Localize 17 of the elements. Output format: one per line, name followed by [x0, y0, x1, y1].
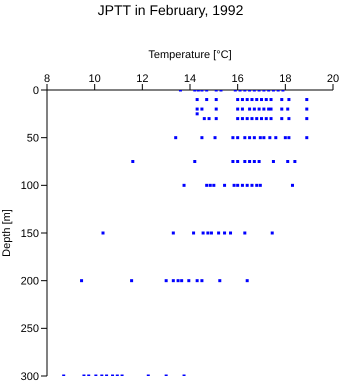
x-tick-label: 8 [44, 73, 50, 85]
chart-title: JPTT in February, 1992 [96, 2, 244, 18]
y-tick-label: 50 [26, 132, 39, 145]
x-tick-label: 12 [136, 73, 148, 85]
x-axis-title: Temperature [°C] [148, 48, 232, 61]
x-tick-label: 10 [88, 73, 101, 85]
x-tick-label: 18 [279, 73, 292, 85]
y-tick-label: 250 [20, 323, 39, 336]
y-tick-label: 200 [20, 276, 39, 288]
x-tick-label: 20 [326, 73, 340, 85]
x-tick-label: 14 [184, 73, 196, 85]
y-tick-label: 300 [20, 370, 39, 383]
x-tick-label: 16 [232, 73, 244, 85]
y-axis-title: Depth [m] [0, 209, 13, 257]
y-tick-label: 0 [32, 84, 39, 97]
y-tick-label: 150 [20, 228, 39, 240]
y-tick-label: 100 [20, 180, 39, 192]
